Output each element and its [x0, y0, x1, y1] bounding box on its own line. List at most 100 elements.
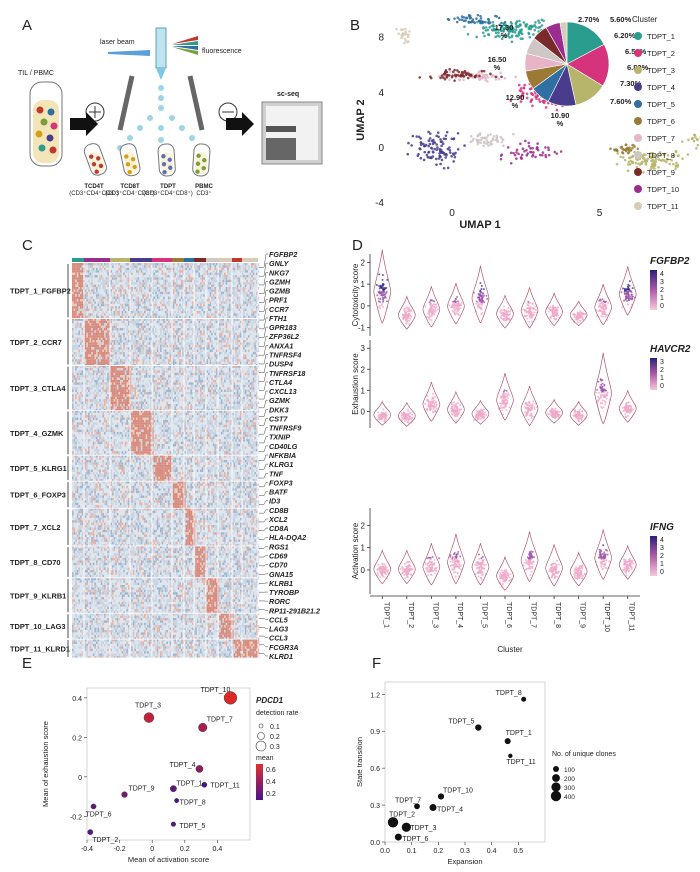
umap-ticks: 0510840-4	[375, 33, 603, 219]
violin-xtick-TDPT_4: TDPT_4	[456, 602, 463, 628]
e-color-title: mean	[256, 755, 274, 762]
violin-TDPT_10	[594, 529, 612, 580]
violin-TDPT_2	[398, 295, 416, 330]
e-point-TDPT_7	[198, 722, 208, 732]
gene-label: CCL3	[269, 634, 288, 643]
heatmap-gene-labels: FGFBP2GNLYNKG7GZMHGZMBPRF1CCR7FTH1GPR183…	[259, 250, 320, 661]
legend-swatch-3	[634, 66, 642, 74]
panel-a-label: A	[22, 17, 32, 34]
laser-beam-shape	[108, 50, 150, 56]
gene-label: CXCL13	[269, 387, 297, 396]
gene-label: GNLY	[269, 259, 290, 268]
violin-ytick: 0	[361, 302, 366, 311]
legend-swatch-8	[634, 151, 642, 159]
heatmap-row-label-4: TDPT_4_GZMK	[10, 429, 64, 438]
heatmap-column-annotation	[194, 258, 206, 262]
violin-xtick-TDPT_6: TDPT_6	[505, 602, 512, 628]
f-size-label: 100	[564, 767, 575, 774]
scatter-expansion-transition: 0.0 0.1 0.2 0.3 0.4 0.5 1.2 0.9 0.6 0.3 0.0 Expansi…	[355, 681, 616, 866]
panel-c: C TDPT_1_FGFBP2TDPT_2_CCR7TDPT_3_CTLA4TD…	[10, 237, 320, 661]
violin-xtick-TDPT_10: TDPT_10	[603, 602, 610, 632]
legend-label-1: TDPT_1	[647, 32, 675, 41]
gene-label: CD8A	[269, 524, 289, 533]
umap-ytick: -4	[375, 198, 384, 209]
violin-gene-2: HAVCR2	[650, 344, 691, 355]
legend-label-6: TDPT_6	[647, 117, 675, 126]
violin-TDPT_2	[398, 401, 416, 427]
e-label-TDPT_5: TDPT_5	[179, 823, 205, 830]
scseq-label: sc-seq	[277, 91, 299, 98]
e-point-TDPT_5	[170, 821, 176, 827]
heatmap	[72, 258, 260, 659]
f-size-label: 200	[564, 776, 575, 783]
f-size-label: 300	[564, 785, 575, 792]
heatmap-column-annotation	[184, 258, 194, 262]
violin-TDPT_1	[373, 400, 392, 426]
f-xtick: 0.0	[380, 848, 390, 855]
violin-TDPT_9	[569, 400, 588, 426]
f-xtick: 0.1	[407, 848, 417, 855]
gene-label: NKG7	[269, 268, 290, 277]
umap-xlabel: UMAP 1	[459, 219, 500, 231]
e-size-title: detection rate	[256, 710, 299, 717]
legend-label-3: TDPT_3	[647, 66, 675, 75]
pie-slice-2	[566, 43, 610, 87]
violin-color-scale-1	[650, 270, 657, 310]
violin-TDPT_6	[496, 555, 514, 591]
e-point-TDPT_1	[170, 785, 177, 793]
e-label-TDPT_6: TDPT_6	[86, 811, 112, 818]
cluster-pie: 17.30%16.50%12.90%10.90%7.60%7.30%6.80%6…	[488, 15, 649, 128]
e-label-TDPT_11: TDPT_11	[210, 783, 240, 790]
pie-label-3: 12.90%	[506, 93, 525, 110]
umap-ytick: 4	[378, 88, 384, 99]
e-label-TDPT_7: TDPT_7	[207, 716, 233, 723]
umap-ytick: 8	[378, 33, 384, 44]
violin-ytick: 2	[361, 365, 366, 374]
f-xtick: 0.3	[460, 848, 470, 855]
f-label-TDPT_3: TDPT_3	[410, 825, 436, 832]
f-xtick: 0.5	[513, 848, 523, 855]
e-ytick: 0	[78, 775, 82, 782]
heatmap-column-annotation	[130, 258, 152, 262]
pie-slice-11	[559, 21, 568, 65]
violin-xlabel: Cluster	[497, 645, 523, 654]
violin-scale-tick: 1	[660, 295, 664, 302]
pie-label-11: 2.70%	[578, 15, 600, 24]
violin-ytick: -1	[358, 324, 366, 333]
heatmap-row-label-7: TDPT_7_XCL2	[10, 523, 61, 532]
violin-scale-tick: 2	[660, 367, 664, 374]
heatmap-column-annotation	[242, 258, 258, 262]
violin-ytick: 0	[361, 407, 366, 416]
panel-a: A laser beam fluorescence TIL / PBMC	[18, 17, 323, 197]
violin-TDPT_6	[496, 294, 514, 329]
gene-label: TNFRSF9	[269, 424, 301, 433]
e-color-label: 0.2	[266, 791, 276, 798]
tube-name-1: TCD4T	[84, 184, 104, 190]
panel-f: F 0.0 0.1 0.2 0.3 0.4 0.5 1.2 0.9 0.6 0.3 0.0 Expan…	[355, 655, 616, 866]
e-xtick: 0	[150, 846, 154, 853]
legend-swatch-5	[634, 100, 642, 108]
tube-4	[192, 143, 211, 177]
pie-label-4: 10.90%	[551, 111, 570, 128]
gene-label: GNA15	[269, 570, 294, 579]
f-point-TDPT_5	[475, 724, 482, 731]
gene-label: GZMB	[269, 287, 290, 296]
pie-label-5: 7.60%	[610, 97, 632, 106]
gene-label: FOXP3	[269, 478, 293, 487]
violin-TDPT_4	[447, 390, 465, 424]
sequencer-door	[266, 138, 296, 160]
sequencer-slot	[266, 126, 296, 132]
gene-label: TXNIP	[269, 433, 290, 442]
heatmap-row-label-10: TDPT_10_LAG3	[10, 622, 65, 631]
violin-TDPT_8	[545, 292, 563, 327]
e-ytick: 0.2	[72, 735, 82, 742]
tube-name-3: TDPT	[160, 184, 176, 190]
pie-label-10: 5.60%	[610, 15, 632, 24]
e-point-TDPT_6	[90, 803, 97, 810]
panel-f-label: F	[372, 655, 381, 672]
violin-scale-tick: 4	[660, 537, 664, 544]
heatmap-column-annotation	[172, 258, 184, 262]
violin-gene-3: IFNG	[650, 522, 674, 533]
